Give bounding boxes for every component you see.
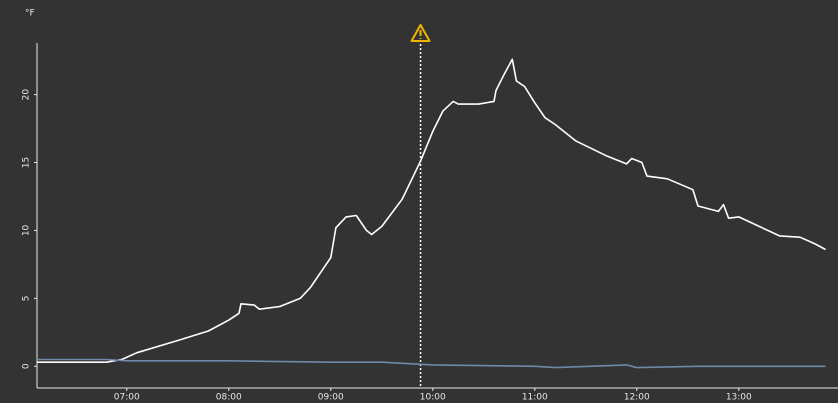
x-tick-label: 07:00	[114, 393, 140, 403]
unit-label: °F	[25, 9, 35, 19]
y-tick-label: 20	[22, 89, 32, 101]
y-tick-label: 15	[22, 157, 32, 168]
x-tick-label: 12:00	[624, 393, 650, 403]
y-tick-label: 5	[22, 295, 32, 301]
x-tick-label: 08:00	[216, 393, 242, 403]
series-line	[37, 358, 826, 369]
warning-triangle	[410, 24, 431, 42]
series-line	[37, 58, 826, 363]
warning-icon	[410, 24, 431, 42]
y-tick-label: 0	[22, 363, 32, 369]
x-tick-label: 10:00	[420, 393, 446, 403]
x-tick-label: 09:00	[318, 393, 344, 403]
x-tick-label: 11:00	[522, 393, 548, 403]
x-tick-label: 13:00	[726, 393, 752, 403]
y-tick-label: 10	[22, 224, 32, 236]
